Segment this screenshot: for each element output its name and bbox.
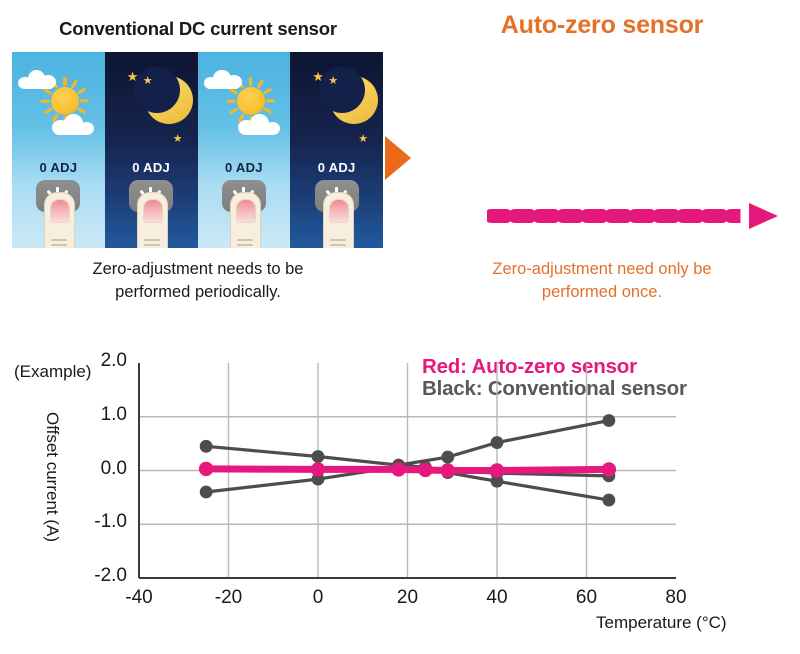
data-point [601,462,617,477]
data-point [311,472,325,486]
star-icon: ★ [142,75,153,87]
zero-adjust-button[interactable] [309,180,365,248]
data-point [198,461,214,477]
x-tick-label: 20 [396,587,419,608]
conventional-panel-strip: 0 ADJ ★ ★ ★ 0 ADJ 0 ADJ ★ ★ ★ 0 ADJ [12,52,383,248]
plot-area-wrapper: 2.0 1.0 0.0 -1.0 -2.0 -40 -20 0 20 40 60 80 [0,330,800,649]
star-icon: ★ [312,69,324,84]
moon-icon [133,67,193,124]
star-icon: ★ [172,133,183,145]
chart-legend: Red: Auto-zero sensor Black: Conventiona… [422,356,687,399]
weather-panel-day: 0 ADJ [12,52,105,248]
star-icon: ★ [126,69,139,84]
finger-icon [322,192,354,248]
data-point [391,462,406,477]
data-point [489,463,505,478]
conventional-caption: Zero-adjustment needs to be performed pe… [0,258,396,304]
fingernail [143,199,164,223]
chart-section: (Example) Offset current (A) Red: Auto-z… [0,330,800,649]
fingernail [235,199,256,223]
legend-item-conventional: Black: Conventional sensor [422,376,687,400]
weather-panel-day: 0 ADJ [197,52,291,248]
data-point [441,450,455,464]
fingernail [328,199,349,223]
y-tick-label: -2.0 [94,565,127,586]
legend-item-auto-zero: Red: Auto-zero sensor [422,355,637,378]
x-tick-label: -20 [214,587,243,608]
star-icon: ★ [328,75,339,87]
sun-icon [40,77,89,125]
x-tick-label: 40 [486,587,508,608]
data-point [602,414,616,427]
series-line [204,418,611,467]
example-note: (Example) [14,362,92,381]
weather-panel-night: ★ ★ ★ 0 ADJ [290,52,383,248]
cloud-icon [18,68,58,89]
auto-zero-sensor-title: Auto-zero sensor [500,11,704,39]
finger-icon [44,192,76,248]
y-tick-label: 2.0 [100,350,127,371]
x-tick-label: -40 [125,587,153,608]
auto-zero-caption-line2: performed once. [541,282,663,301]
x-tick-label: 80 [665,587,687,608]
moon-icon [319,67,379,124]
auto-zero-caption-line1: Zero-adjustment need only be [492,260,712,278]
data-point [199,439,213,453]
zero-adjust-label: 0 ADJ [224,160,263,175]
y-tick-label: 1.0 [100,403,127,425]
zero-adjust-button[interactable] [216,180,272,248]
fingernail [50,199,71,223]
auto-zero-dashed-arrow-icon [487,198,787,234]
finger-icon [229,192,261,248]
data-point [418,462,433,478]
conventional-sensor-title: Conventional DC current sensor [59,18,337,39]
zero-adjust-label: 0 ADJ [317,160,356,175]
y-tick-label: 0.0 [100,457,127,479]
conventional-caption-line1: Zero-adjustment needs to be [92,260,304,278]
sun-icon [226,77,275,125]
auto-zero-sensor-column: Auto-zero sensor 0 ADJ★★★★★★ Zero-adjust… [404,0,800,301]
star-icon: ★ [358,133,369,145]
conventional-caption-line2: performed periodically. [115,282,281,301]
y-tick-label: -1.0 [94,511,127,533]
cloud-icon [50,112,94,135]
series-line [202,465,613,474]
x-axis-label: Temperature (°C) [596,613,727,632]
cloud-icon [236,112,280,135]
x-tick-label: 0 [312,587,324,608]
zero-adjust-label: 0 ADJ [39,160,78,175]
finger-icon [137,192,169,248]
zero-adjust-button[interactable] [123,180,179,248]
zero-adjust-label: 0 ADJ [132,160,171,175]
offset-current-vs-temperature-chart [138,363,676,579]
data-point [440,463,455,478]
cloud-icon [203,68,244,89]
auto-zero-caption: Zero-adjustment need only be performed o… [404,258,800,304]
data-point [602,493,616,507]
x-tick-label: 60 [575,587,598,608]
transition-arrow-icon [385,136,411,180]
data-point [490,436,504,449]
data-point [199,485,213,499]
data-point [310,462,326,477]
conventional-sensor-column: Conventional DC current sensor 0 ADJ ★ ★ ★ 0… [0,0,396,301]
weather-panel-night: ★ ★ ★ 0 ADJ [104,52,198,248]
comparison-section: Conventional DC current sensor 0 ADJ ★ ★ ★ 0… [0,0,800,301]
zero-adjust-button[interactable] [30,180,86,248]
data-point [311,450,325,463]
